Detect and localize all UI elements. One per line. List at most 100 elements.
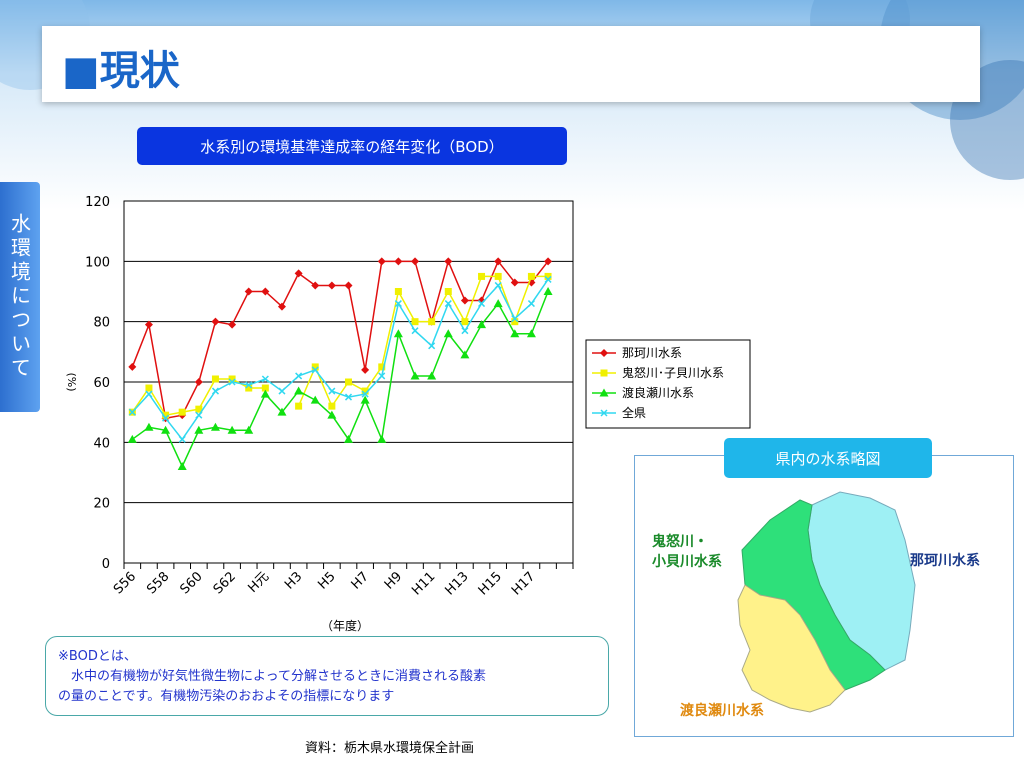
legend-label: 鬼怒川･子貝川水系 [622,365,724,380]
data-point [195,411,203,419]
data-point [461,327,469,335]
data-point [244,287,253,296]
data-point [261,375,269,383]
data-point [411,257,420,266]
series-2 [128,272,552,419]
data-point [311,366,319,374]
page-title: ■現状 [62,48,180,94]
data-point [344,434,353,443]
data-point [127,434,137,443]
data-point [144,320,153,329]
legend-marker [600,369,608,377]
note-line-1: ※BODとは、 [58,649,137,664]
data-point [394,257,403,266]
side-tab: 水環境について [0,182,40,412]
data-point [477,320,487,329]
data-point [378,372,386,380]
data-point [228,375,236,383]
data-point [260,389,270,398]
y-tick-label: 100 [85,255,110,270]
data-point [361,387,369,395]
y-tick-label: 60 [93,376,110,391]
data-point [245,381,253,389]
chart-title: 水系別の環境基準達成率の経年変化（BOD） [137,127,567,165]
y-tick-label: 0 [102,557,110,572]
data-point [128,408,136,416]
note-line-3: の量のことです。有機物汚染のおおよその指標になります [58,689,395,704]
y-axis-label: (%) [65,372,78,391]
note-line-2: 水中の有機物が好気性微生物によって分解させるときに消費される酸素 [58,669,486,684]
data-point [211,375,219,383]
data-point [345,378,352,386]
data-point [210,422,220,431]
data-point [510,278,519,287]
legend-marker [599,388,609,397]
legend-label: 全県 [622,405,646,420]
data-point [144,422,154,431]
data-point [511,315,519,323]
legend-item: 那珂川水系 [592,346,682,360]
data-point [478,272,486,280]
data-point [261,384,269,392]
series-line [131,279,549,441]
data-point [428,342,436,350]
map-label-watarase: 渡良瀬川水系 [680,703,764,719]
legend-item: 全県 [592,405,646,420]
data-point [294,269,303,278]
data-point [494,257,503,266]
data-point [327,410,337,419]
data-point [526,329,536,338]
y-tick-label: 120 [85,195,110,210]
data-point [278,387,286,395]
legend-label: 那珂川水系 [622,346,682,360]
data-point [494,281,502,289]
data-point [460,296,469,305]
data-point [261,287,270,296]
source-citation: 資料：栃木県水環境保全計画 [305,741,475,756]
data-point [443,329,453,338]
y-tick-label: 20 [93,497,110,512]
data-point [411,327,419,335]
data-point [544,275,552,283]
data-point [527,272,535,280]
data-point [544,257,553,266]
data-point [178,408,186,416]
legend-marker [600,349,608,357]
data-point [310,395,320,404]
data-point [344,281,353,290]
series-4 [128,275,552,443]
data-point [360,395,370,404]
data-point [194,378,203,386]
data-point [444,257,453,266]
data-point [228,320,237,329]
data-point [295,372,303,380]
data-point [544,272,552,280]
legend-marker [600,409,608,417]
data-point [394,288,402,295]
data-point [145,390,153,398]
data-point [377,434,387,443]
data-point [195,405,203,413]
note-box: ※BODとは、 水中の有機物が好気性微生物によって分解させるときに消費される酸素… [45,636,609,716]
data-point [428,318,436,326]
map-label-naka: 那珂川水系 [910,553,980,569]
data-point [294,386,304,395]
x-axis-label: （年度） [321,618,369,633]
data-point [178,435,186,443]
data-point [328,402,336,410]
data-point [511,318,519,326]
data-point [328,387,336,395]
data-point [245,384,253,392]
data-point [344,393,353,401]
data-point [244,425,254,434]
data-point [478,300,486,308]
legend-label: 渡良瀬川水系 [622,385,694,400]
data-point [177,461,187,470]
data-point [527,300,535,308]
data-point [227,425,237,434]
map-title: 県内の水系略図 [724,438,932,478]
data-point [162,411,170,419]
data-point [543,287,553,295]
